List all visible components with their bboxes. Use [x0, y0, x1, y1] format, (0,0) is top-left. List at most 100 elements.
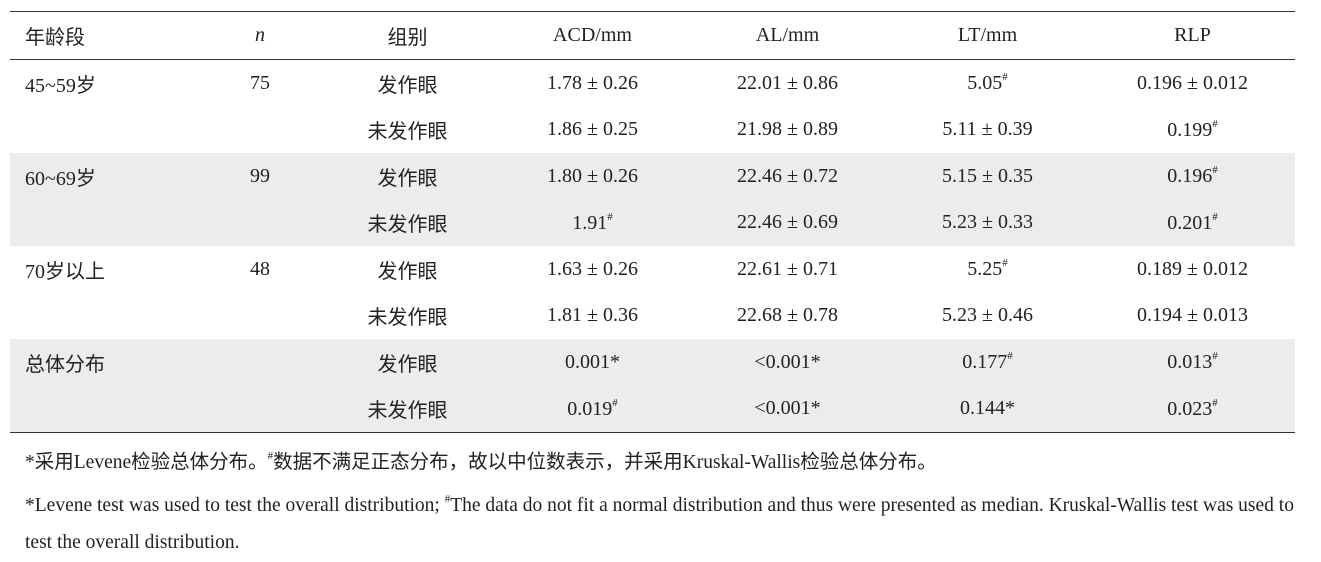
value-cell: 0.199#	[1090, 107, 1295, 154]
value-cell: 22.46 ± 0.72	[690, 153, 885, 200]
superscript: #	[267, 450, 274, 462]
cell-text: 22.01 ± 0.86	[737, 71, 838, 94]
cell-text: 1.86 ± 0.25	[547, 118, 638, 141]
cell-text: 0.201	[1167, 211, 1213, 234]
cell-text: 22.61 ± 0.71	[737, 257, 838, 280]
table-row: 60~69岁 99 发作眼 1.80 ± 0.26 22.46 ± 0.72 5.15 ±…	[10, 153, 1295, 200]
superscript: #	[1212, 117, 1218, 130]
cell-text: 1.81 ± 0.36	[547, 304, 638, 327]
cell-text: 22.46 ± 0.72	[737, 164, 838, 187]
table-row: 70岁以上 48 发作眼 1.63 ± 0.26 22.61 ± 0.71 5.25# 0.…	[10, 246, 1295, 293]
cell-text: 99	[250, 164, 270, 187]
superscript: #	[1212, 210, 1218, 223]
value-cell: 0.023#	[1090, 386, 1295, 433]
value-cell: 0.019#	[495, 386, 690, 433]
age-cell	[10, 200, 200, 247]
cell-text: 1.63 ± 0.26	[547, 257, 638, 280]
age-cell	[10, 107, 200, 154]
table-row: 未发作眼 1.81 ± 0.36 22.68 ± 0.78 5.23 ± 0.46 0.…	[10, 293, 1295, 340]
header-cell: LT/mm	[957, 24, 1018, 46]
superscript: #	[1212, 396, 1218, 409]
value-cell: 5.23 ± 0.46	[885, 293, 1090, 340]
footnote: *Levene test was used to test the overal…	[25, 481, 1295, 561]
cell-text: 60~69岁	[25, 167, 96, 190]
cell-text: 22.46 ± 0.69	[737, 211, 838, 234]
table-wrap: 年龄段 n 组别 ACD/mm AL/mm LT/mm RLP 45~59岁 75 发作眼 1.7…	[10, 11, 1295, 433]
superscript: #	[612, 396, 618, 409]
age-cell	[10, 386, 200, 433]
footnote-text: The data do not fit a normal distributio…	[25, 495, 1294, 553]
value-cell: 0.189 ± 0.012	[1090, 246, 1295, 293]
value-cell: 未发作眼	[320, 386, 495, 433]
cell-text: 0.001*	[565, 350, 620, 373]
cell-text: 0.019	[567, 397, 613, 420]
cell-text: 0.196	[1167, 165, 1213, 188]
cell-text: 5.11 ± 0.39	[942, 118, 1033, 141]
value-cell: 未发作眼	[320, 200, 495, 247]
cell-text: 0.023	[1167, 397, 1213, 420]
age-cell: 总体分布	[10, 339, 200, 386]
superscript: #	[444, 493, 451, 505]
value-cell: 发作眼	[320, 60, 495, 107]
table-row: 未发作眼 1.86 ± 0.25 21.98 ± 0.89 5.11 ± 0.39 0.…	[10, 107, 1295, 154]
cell-text: 45~59岁	[25, 74, 96, 97]
value-cell: 22.68 ± 0.78	[690, 293, 885, 340]
value-cell: 22.61 ± 0.71	[690, 246, 885, 293]
value-cell: 发作眼	[320, 246, 495, 293]
superscript: #	[1002, 257, 1008, 270]
value-cell: <0.001*	[690, 339, 885, 386]
value-cell: <0.001*	[690, 386, 885, 433]
cell-text: 0.196 ± 0.012	[1137, 71, 1248, 94]
cell-text: 未发作眼	[367, 214, 448, 237]
cell-text: 0.013	[1167, 351, 1213, 374]
cell-text: 5.23 ± 0.33	[942, 211, 1033, 234]
cell-text: <0.001*	[754, 397, 821, 420]
n-cell	[200, 339, 320, 386]
value-cell: 发作眼	[320, 153, 495, 200]
header-cell: ACD/mm	[553, 24, 632, 46]
value-cell: 5.25#	[885, 246, 1090, 293]
n-cell	[200, 200, 320, 247]
value-cell: 0.001*	[495, 339, 690, 386]
value-cell: 1.86 ± 0.25	[495, 107, 690, 154]
table-header: 年龄段 n 组别 ACD/mm AL/mm LT/mm RLP	[10, 11, 1295, 60]
cell-text: <0.001*	[754, 350, 821, 373]
value-cell: 5.23 ± 0.33	[885, 200, 1090, 247]
value-cell: 1.80 ± 0.26	[495, 153, 690, 200]
superscript: #	[1212, 164, 1218, 177]
value-cell: 0.177#	[885, 339, 1090, 386]
value-cell: 5.11 ± 0.39	[885, 107, 1090, 154]
cell-text: 0.189 ± 0.012	[1137, 257, 1248, 280]
value-cell: 0.201#	[1090, 200, 1295, 247]
footnote-text: *采用Levene检验总体分布。	[25, 452, 268, 473]
cell-text: 21.98 ± 0.89	[737, 118, 838, 141]
value-cell: 0.196 ± 0.012	[1090, 60, 1295, 107]
header-cell: RLP	[1174, 24, 1211, 46]
table-body: 45~59岁 75 发作眼 1.78 ± 0.26 22.01 ± 0.86 5.05# 0…	[10, 60, 1295, 433]
footnote: *采用Levene检验总体分布。#数据不满足正态分布，故以中位数表示，并采用Kr…	[25, 438, 1295, 481]
value-cell: 5.15 ± 0.35	[885, 153, 1090, 200]
value-cell: 0.013#	[1090, 339, 1295, 386]
cell-text: 发作眼	[377, 353, 438, 376]
cell-text: 发作眼	[377, 260, 438, 283]
n-cell	[200, 386, 320, 433]
superscript: #	[607, 210, 613, 223]
table-row: 未发作眼 0.019# <0.001* 0.144* 0.023#	[10, 385, 1295, 433]
value-cell: 发作眼	[320, 339, 495, 386]
value-cell: 0.196#	[1090, 153, 1295, 200]
data-table: 年龄段 n 组别 ACD/mm AL/mm LT/mm RLP 45~59岁 75 发作眼 1.7…	[10, 11, 1295, 433]
cell-text: 1.78 ± 0.26	[547, 71, 638, 94]
value-cell: 1.78 ± 0.26	[495, 60, 690, 107]
cell-text: 5.15 ± 0.35	[942, 164, 1033, 187]
footnote-text: 数据不满足正态分布，故以中位数表示，并采用Kruskal-Wallis检验总体分…	[273, 452, 937, 473]
value-cell: 22.01 ± 0.86	[690, 60, 885, 107]
cell-text: 5.25	[967, 258, 1003, 281]
table-row: 未发作眼 1.91# 22.46 ± 0.69 5.23 ± 0.33 0.201#	[10, 199, 1295, 247]
superscript: #	[1212, 350, 1218, 363]
superscript: #	[1002, 71, 1008, 84]
value-cell: 5.05#	[885, 60, 1090, 107]
superscript: #	[1007, 350, 1013, 363]
value-cell: 1.91#	[495, 200, 690, 247]
value-cell: 22.46 ± 0.69	[690, 200, 885, 247]
